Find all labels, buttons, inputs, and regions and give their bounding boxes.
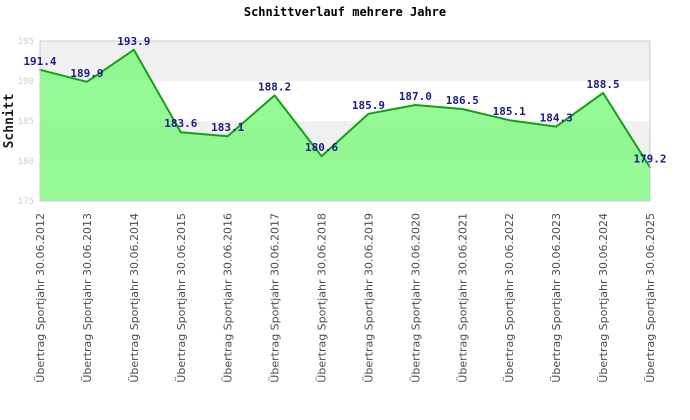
area-series <box>40 49 650 201</box>
line-series <box>39 48 651 169</box>
chart-title: Schnittverlauf mehrere Jahre <box>244 5 446 19</box>
value-label: 184.3 <box>540 112 573 125</box>
value-label: 185.9 <box>352 99 385 112</box>
x-tick-label: Übertrag Sportjahr 30.06.2024 <box>597 213 610 383</box>
y-tick-label: 175 <box>18 197 34 207</box>
x-tick-label: Übertrag Sportjahr 30.06.2017 <box>269 213 282 383</box>
x-tick-label: Übertrag Sportjahr 30.06.2020 <box>409 213 422 383</box>
value-label: 183.1 <box>211 121 244 134</box>
plot-area: 175 180 185 190 195 Übertrag Sportjahr 30.06.… <box>18 35 667 383</box>
x-tick-label: Übertrag Sportjahr 30.06.2023 <box>550 213 563 383</box>
x-tick-label: Übertrag Sportjahr 30.06.2019 <box>362 213 375 383</box>
x-tick-label: Übertrag Sportjahr 30.06.2018 <box>316 213 329 383</box>
value-label: 193.9 <box>117 35 150 48</box>
x-tick-label: Übertrag Sportjahr 30.06.2013 <box>81 213 94 383</box>
x-tick-label: Übertrag Sportjahr 30.06.2022 <box>503 213 516 383</box>
value-label: 185.1 <box>493 105 526 118</box>
value-label: 187.0 <box>399 90 432 103</box>
x-tick-label: Übertrag Sportjahr 30.06.2025 <box>644 213 657 383</box>
value-label: 179.2 <box>633 152 666 165</box>
value-label: 191.4 <box>23 55 56 68</box>
x-tick-label: Übertrag Sportjahr 30.06.2015 <box>175 213 188 383</box>
x-tick-label: Übertrag Sportjahr 30.06.2016 <box>222 213 235 383</box>
y-tick-label: 180 <box>18 157 34 167</box>
x-tick-label: Übertrag Sportjahr 30.06.2021 <box>456 213 469 383</box>
value-label: 183.6 <box>164 117 197 130</box>
y-tick-label: 185 <box>18 117 34 127</box>
value-label: 180.6 <box>305 141 338 154</box>
x-tick-label: Übertrag Sportjahr 30.06.2012 <box>34 213 47 383</box>
value-label: 188.5 <box>587 78 620 91</box>
y-tick-label: 190 <box>18 77 34 87</box>
value-label: 189.9 <box>70 67 103 80</box>
value-label: 188.2 <box>258 80 291 93</box>
y-tick-label: 195 <box>18 37 34 47</box>
plot-border <box>39 40 651 202</box>
value-label: 186.5 <box>446 94 479 107</box>
y-axis-title: Schnitt <box>2 94 17 149</box>
x-tick-label: Übertrag Sportjahr 30.06.2014 <box>128 213 141 383</box>
